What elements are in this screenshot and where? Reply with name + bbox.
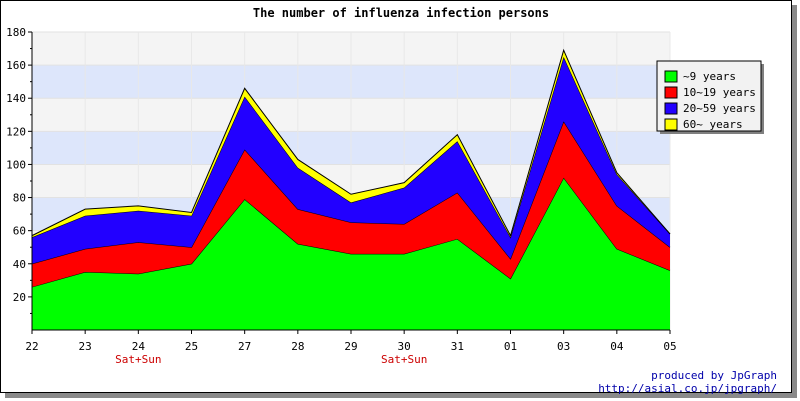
y-tick-label: 120 xyxy=(6,125,26,138)
legend-swatch xyxy=(664,118,678,131)
legend-label: 60~ years xyxy=(683,118,743,131)
legend-swatch xyxy=(664,70,678,83)
y-tick-label: 140 xyxy=(6,92,26,105)
legend-label: 10~19 years xyxy=(683,86,756,99)
x-tick-label: 28 xyxy=(291,340,304,353)
chart-frame: 20 40 60 80 100 120 140 160 180 22 23 24 25 27 28 29 30 3… xyxy=(0,0,792,395)
x-tick-label: 05 xyxy=(663,340,676,353)
y-tick-label: 80 xyxy=(13,192,26,205)
series-outline xyxy=(31,48,671,237)
x-category-note: Sat+Sun xyxy=(115,353,161,366)
x-category-note: Sat+Sun xyxy=(381,353,427,366)
y-tick-label: 160 xyxy=(6,59,26,72)
x-tick-label: 04 xyxy=(610,340,624,353)
legend-swatch xyxy=(664,86,678,99)
x-tick-label: 27 xyxy=(238,340,251,353)
y-tick-label: 60 xyxy=(13,225,26,238)
legend-label: 20~59 years xyxy=(683,102,756,115)
y-tick-label: 20 xyxy=(13,291,26,304)
legend-swatch xyxy=(664,102,678,115)
y-tick-label: 40 xyxy=(13,258,26,271)
x-tick-label: 31 xyxy=(451,340,464,353)
x-tick-label: 01 xyxy=(504,340,517,353)
credit-url[interactable]: http://asial.co.jp/jpgraph/ xyxy=(598,382,777,395)
x-tick-label: 22 xyxy=(25,340,38,353)
x-tick-label: 24 xyxy=(132,340,146,353)
x-tick-label: 23 xyxy=(79,340,92,353)
x-tick-label: 03 xyxy=(557,340,570,353)
area-series xyxy=(32,50,670,238)
area-series xyxy=(32,121,670,287)
credit-producer: produced by JpGraph xyxy=(651,369,777,382)
chart-title: The number of influenza infection person… xyxy=(253,6,549,20)
x-tick-label: 30 xyxy=(398,340,411,353)
x-tick-label: 25 xyxy=(185,340,198,353)
y-tick-label: 180 xyxy=(6,26,26,39)
legend-label: ~9 years xyxy=(683,70,736,83)
y-tick-label: 100 xyxy=(6,158,26,171)
x-tick-label: 29 xyxy=(344,340,357,353)
